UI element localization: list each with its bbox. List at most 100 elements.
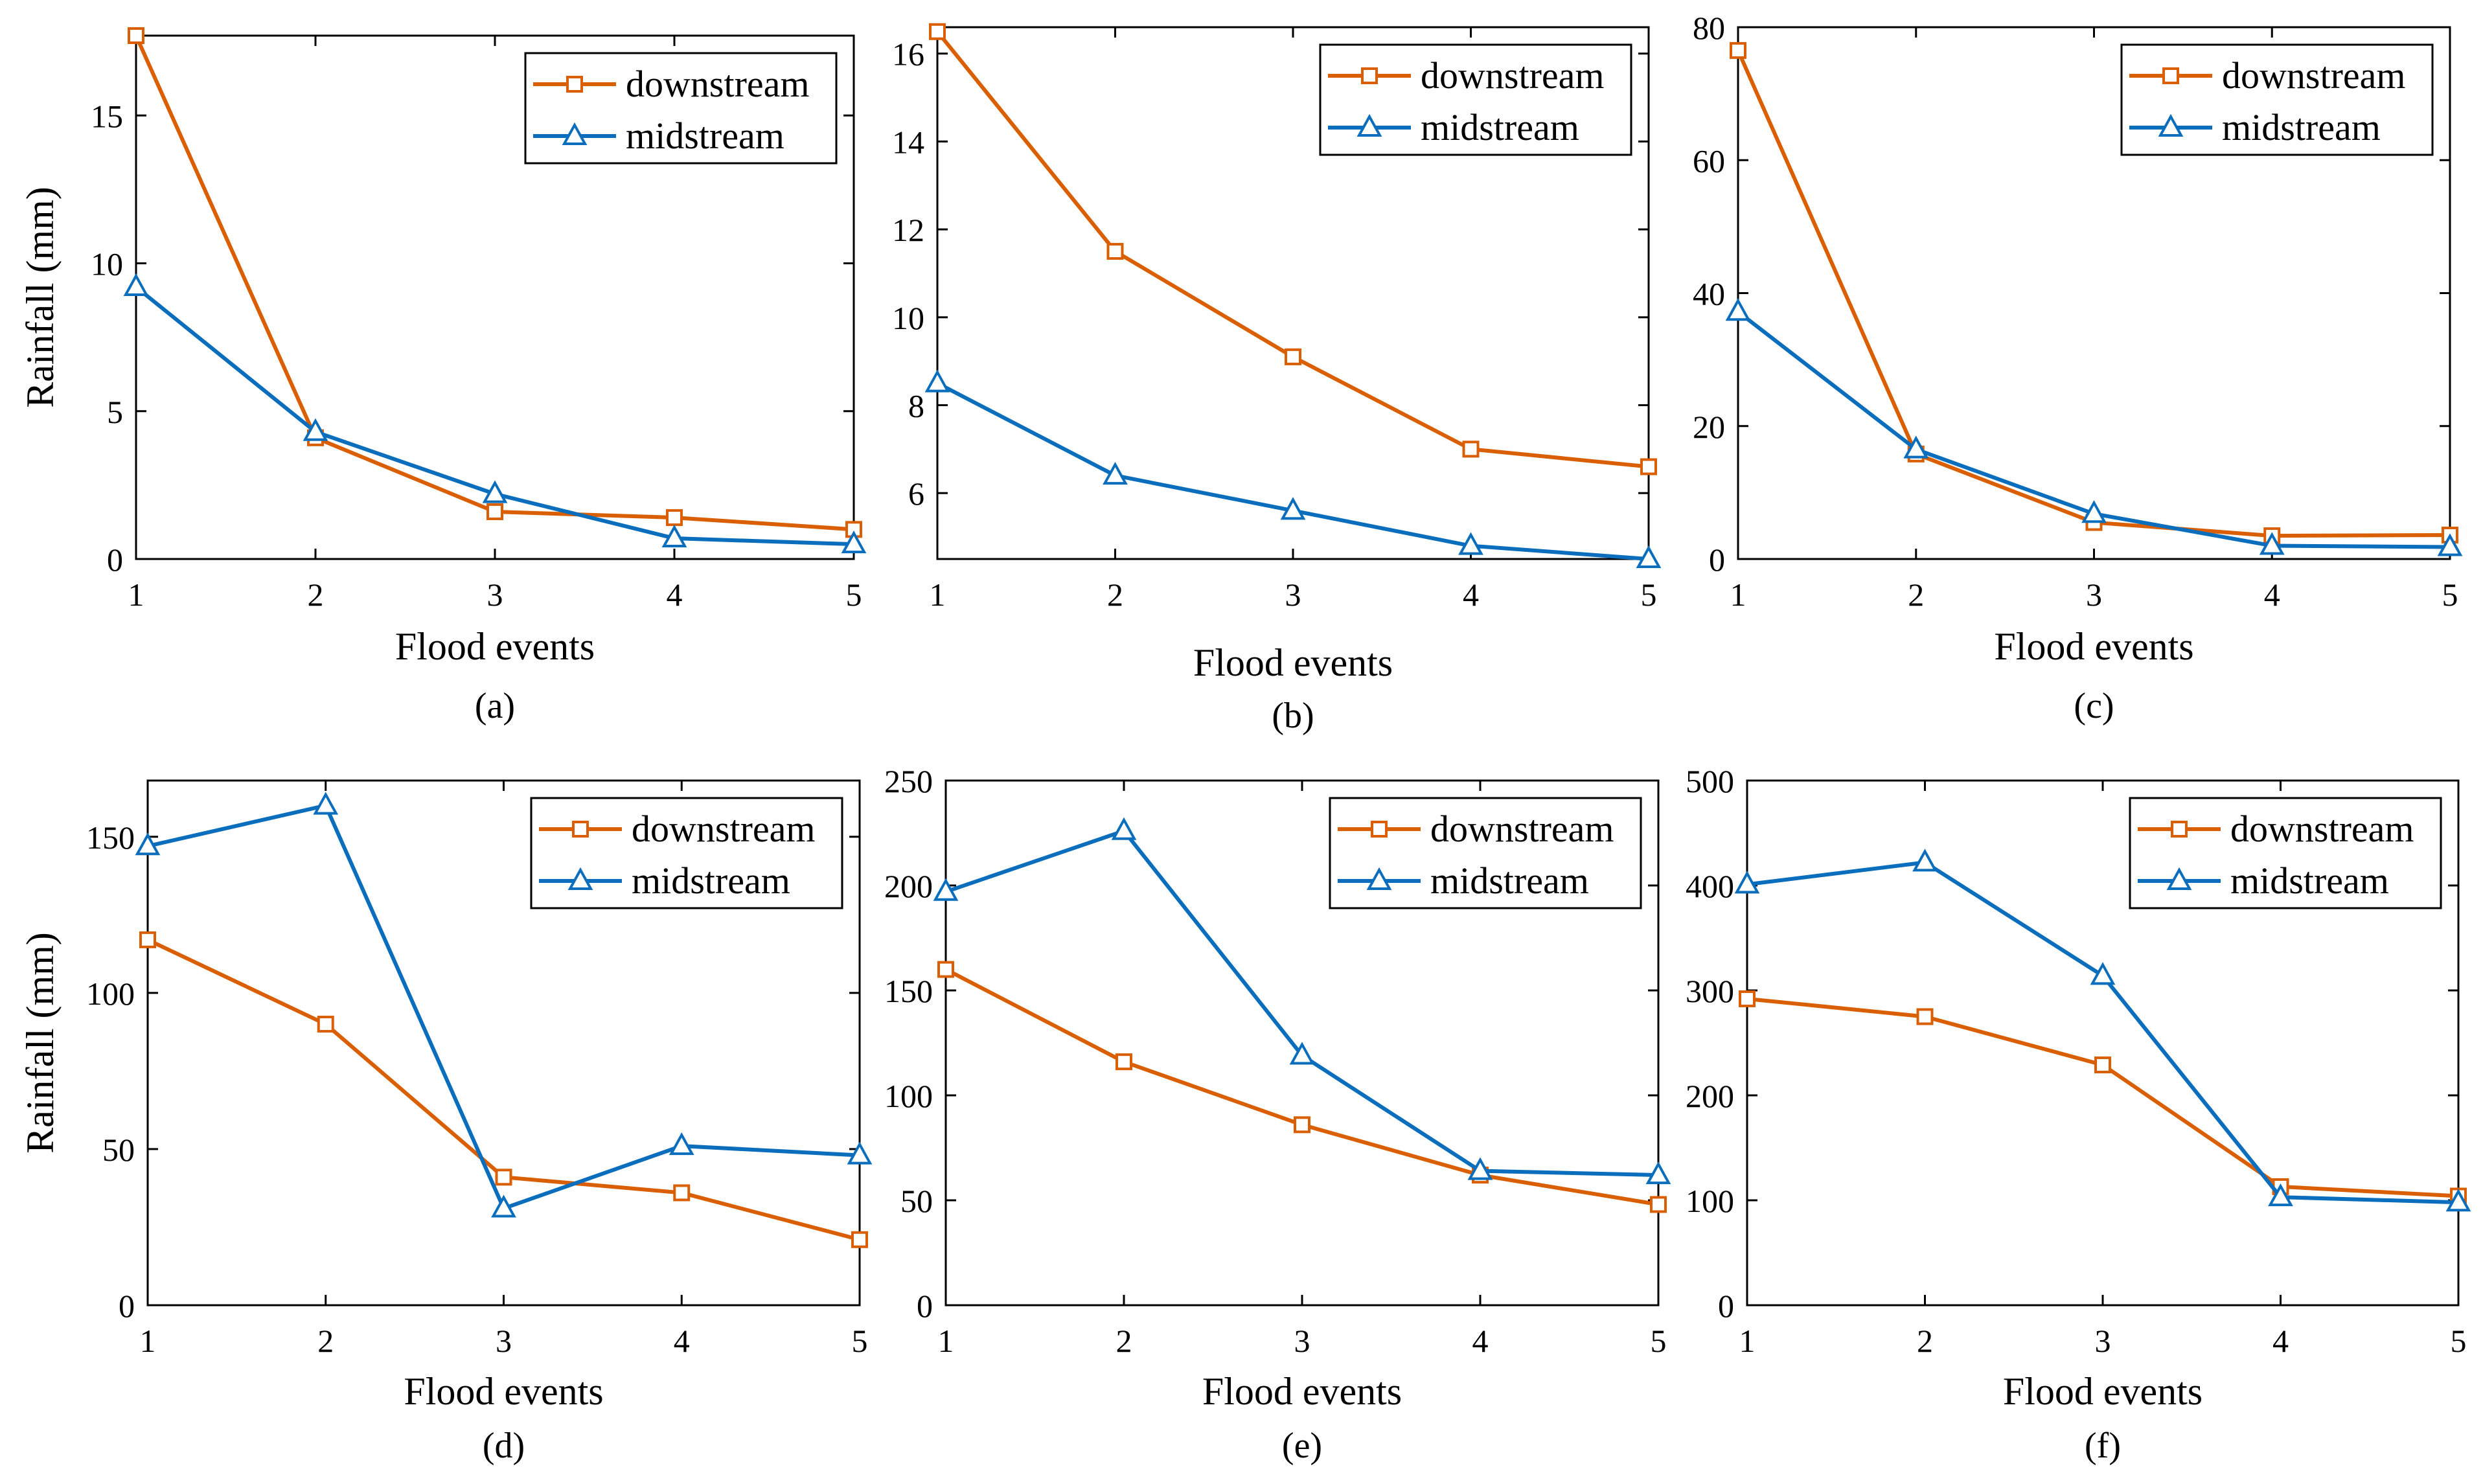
x-tick-label: 1	[938, 1323, 954, 1359]
data-point-midstream	[1636, 545, 1662, 568]
x-tick-label: 5	[846, 576, 862, 613]
y-tick-label: 80	[1693, 10, 1725, 46]
x-tick-label: 1	[140, 1323, 156, 1359]
x-tick-label: 2	[317, 1323, 334, 1359]
x-tick-label: 2	[1917, 1323, 1933, 1359]
x-tick-label: 3	[1294, 1323, 1310, 1359]
x-tick-label: 4	[667, 576, 683, 613]
series-line-midstream	[936, 381, 1649, 561]
legend-label-midstream: midstream	[2230, 860, 2389, 902]
data-point-midstream	[933, 878, 959, 901]
y-tick-label: 50	[102, 1132, 135, 1168]
data-point-midstream	[2259, 532, 2285, 555]
x-axis-title: Flood events	[395, 625, 595, 668]
y-tick-label: 300	[1686, 973, 1734, 1009]
y-tick-label: 14	[892, 124, 924, 160]
data-point-downstream	[929, 23, 946, 40]
legend-marker-midstream	[2166, 867, 2192, 890]
x-tick-label: 5	[1641, 576, 1657, 613]
data-point-midstream	[1111, 817, 1137, 840]
y-tick-label: 0	[1718, 1288, 1734, 1324]
data-point-downstream	[673, 1184, 691, 1202]
data-point-downstream	[666, 509, 683, 527]
data-point-midstream	[482, 480, 508, 503]
legend-marker-downstream	[2162, 67, 2179, 84]
chart-panel-f: 1 2 3 4 5 0 100 200 300 400 500 Flood events (f) down…	[1686, 763, 2471, 1466]
data-point-midstream	[2090, 962, 2116, 985]
panel-caption: (d)	[483, 1426, 525, 1466]
data-point-midstream	[841, 531, 867, 554]
y-tick-label: 0	[1709, 542, 1725, 578]
y-tick-label: 150	[86, 819, 135, 856]
data-point-midstream	[1734, 871, 1760, 894]
y-tick-label: 15	[91, 98, 123, 134]
legend-label-downstream: downstream	[626, 63, 810, 105]
data-point-midstream	[135, 832, 161, 856]
data-point-downstream	[1462, 440, 1480, 458]
y-tick-label: 150	[884, 973, 933, 1009]
data-point-midstream	[1912, 849, 1938, 872]
legend-marker-midstream	[2158, 113, 2184, 137]
legend: downstream midstream	[2129, 797, 2442, 909]
y-tick-label: 400	[1686, 868, 1734, 904]
data-point-downstream	[139, 931, 156, 948]
data-point-downstream	[1739, 990, 1756, 1007]
data-point-midstream	[1725, 298, 1751, 321]
legend-label-downstream: downstream	[2230, 808, 2414, 850]
x-axis-title: Flood events	[1994, 625, 2193, 668]
data-point-midstream	[924, 369, 950, 393]
x-tick-label: 1	[1739, 1323, 1756, 1359]
y-tick-label: 500	[1686, 763, 1734, 799]
data-point-downstream	[486, 503, 503, 520]
data-point-downstream	[937, 961, 954, 978]
panel-caption: (f)	[2085, 1426, 2121, 1466]
legend: downstream midstream	[524, 52, 838, 165]
x-tick-label: 1	[1730, 576, 1746, 613]
y-tick-label: 20	[1693, 409, 1725, 445]
data-point-midstream	[123, 273, 149, 297]
x-tick-label: 5	[2451, 1323, 2467, 1359]
data-point-downstream	[1116, 1053, 1132, 1071]
data-point-midstream	[1103, 461, 1128, 485]
y-tick-label: 60	[1693, 143, 1725, 179]
data-point-downstream	[1640, 458, 1657, 475]
y-tick-label: 8	[908, 388, 924, 424]
chart-panel-a: 1 2 3 4 5 0 5 10 15 Flood events Rainfall (mm) (a) d…	[19, 27, 867, 726]
x-tick-label: 2	[1116, 1323, 1132, 1359]
panel-caption: (b)	[1272, 696, 1314, 736]
data-point-midstream	[1903, 435, 1929, 459]
data-point-midstream	[491, 1194, 516, 1218]
legend-marker-downstream	[2171, 821, 2188, 838]
data-point-downstream	[1294, 1116, 1310, 1134]
legend-marker-midstream	[1366, 867, 1392, 890]
panel-caption: (c)	[2074, 686, 2114, 726]
series-line-downstream	[944, 967, 1659, 1207]
y-tick-label: 200	[884, 868, 933, 904]
data-point-midstream	[313, 792, 339, 815]
y-tick-label: 250	[884, 763, 933, 799]
x-axis-title: Flood events	[1202, 1370, 1402, 1413]
y-tick-label: 100	[86, 976, 135, 1012]
x-tick-label: 3	[2095, 1323, 2111, 1359]
data-point-downstream	[1730, 41, 1746, 59]
x-tick-label: 4	[2272, 1323, 2289, 1359]
x-tick-label: 3	[1285, 576, 1301, 613]
data-point-midstream	[847, 1141, 873, 1165]
y-tick-label: 16	[892, 36, 924, 73]
y-tick-label: 10	[91, 246, 123, 282]
data-point-midstream	[661, 524, 687, 548]
series-line-downstream	[146, 938, 860, 1242]
data-point-downstream	[1106, 243, 1124, 260]
y-tick-label: 100	[884, 1078, 933, 1114]
data-point-midstream	[1280, 497, 1306, 520]
x-tick-label: 2	[1908, 576, 1924, 613]
x-tick-label: 1	[930, 576, 946, 613]
data-point-midstream	[2081, 500, 2107, 523]
legend-label-downstream: downstream	[1430, 808, 1614, 850]
x-tick-label: 3	[487, 576, 503, 613]
legend: downstream midstream	[1319, 43, 1632, 156]
legend-label-midstream: midstream	[1430, 860, 1589, 902]
